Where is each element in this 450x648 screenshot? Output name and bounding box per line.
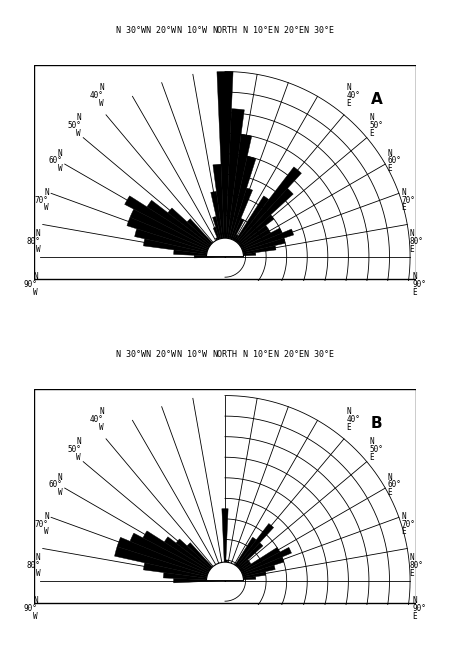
Wedge shape [225, 229, 270, 257]
Wedge shape [207, 562, 243, 581]
Text: N 10°E: N 10°E [243, 26, 273, 34]
Text: N 20°W: N 20°W [146, 350, 176, 358]
Text: N 10°W: N 10°W [177, 26, 207, 34]
Text: N 10°E: N 10°E [243, 350, 273, 358]
Text: N 30°W: N 30°W [116, 350, 146, 358]
Wedge shape [213, 164, 225, 257]
Wedge shape [225, 557, 284, 581]
Wedge shape [144, 239, 225, 257]
Wedge shape [135, 229, 225, 257]
Text: N 30°E: N 30°E [304, 350, 334, 358]
Text: N
50°
E: N 50° E [369, 113, 383, 138]
Text: N
70°
E: N 70° E [401, 187, 415, 213]
Wedge shape [130, 209, 225, 257]
Text: N
60°
E: N 60° E [387, 148, 401, 174]
Wedge shape [164, 537, 225, 581]
Wedge shape [207, 238, 243, 257]
Wedge shape [174, 250, 225, 257]
Text: N
50°
E: N 50° E [369, 437, 383, 462]
Wedge shape [222, 509, 228, 581]
Wedge shape [115, 547, 225, 581]
Text: N
90°
E: N 90° E [412, 596, 426, 621]
Wedge shape [143, 531, 225, 581]
Text: N
80°
E: N 80° E [410, 553, 423, 578]
Wedge shape [213, 216, 225, 257]
Wedge shape [187, 219, 225, 257]
Text: N
60°
W: N 60° W [49, 148, 63, 174]
Wedge shape [117, 537, 225, 581]
Wedge shape [225, 156, 256, 257]
Wedge shape [225, 215, 274, 257]
Text: A: A [371, 92, 382, 107]
Wedge shape [187, 543, 225, 581]
Text: N 30°W: N 30°W [116, 26, 146, 34]
Text: N
40°
E: N 40° E [346, 83, 360, 108]
Text: N
80°
W: N 80° W [27, 553, 40, 578]
Text: N
70°
E: N 70° E [401, 511, 415, 537]
Text: NORTH: NORTH [212, 350, 238, 358]
Wedge shape [225, 229, 294, 257]
Wedge shape [213, 227, 225, 257]
Text: N
80°
E: N 80° E [410, 229, 423, 254]
Wedge shape [225, 189, 293, 257]
Text: N
70°
W: N 70° W [35, 511, 49, 537]
Wedge shape [130, 533, 225, 581]
Wedge shape [168, 208, 225, 257]
Text: B: B [371, 416, 382, 431]
Wedge shape [225, 218, 244, 257]
Wedge shape [225, 238, 285, 257]
Wedge shape [225, 235, 238, 257]
Wedge shape [144, 563, 225, 581]
Wedge shape [163, 573, 225, 581]
Wedge shape [147, 200, 225, 257]
Text: N
60°
E: N 60° E [387, 472, 401, 498]
Text: N 20°W: N 20°W [146, 26, 176, 34]
Text: N
40°
E: N 40° E [346, 407, 360, 432]
Wedge shape [225, 565, 275, 581]
Wedge shape [225, 560, 249, 581]
Wedge shape [225, 246, 276, 257]
Wedge shape [225, 167, 302, 257]
Text: NORTH: NORTH [212, 26, 238, 34]
Wedge shape [194, 255, 225, 258]
Wedge shape [225, 188, 252, 257]
Text: N
50°
W: N 50° W [67, 113, 81, 138]
Wedge shape [176, 539, 225, 581]
Wedge shape [225, 548, 292, 581]
Text: N
40°
W: N 40° W [90, 83, 104, 108]
Wedge shape [225, 226, 268, 257]
Text: N 10°W: N 10°W [177, 350, 207, 358]
Text: N
90°
W: N 90° W [24, 272, 38, 297]
Text: N 20°E: N 20°E [274, 26, 304, 34]
Wedge shape [225, 560, 228, 581]
Wedge shape [225, 253, 256, 257]
Wedge shape [211, 191, 225, 257]
Text: N
90°
E: N 90° E [412, 272, 426, 297]
Text: N
40°
W: N 40° W [90, 407, 104, 432]
Wedge shape [225, 543, 263, 581]
Wedge shape [225, 196, 269, 257]
Wedge shape [225, 228, 282, 257]
Wedge shape [217, 71, 233, 257]
Text: N
50°
W: N 50° W [67, 437, 81, 462]
Wedge shape [127, 217, 225, 257]
Wedge shape [225, 572, 266, 581]
Wedge shape [225, 524, 274, 581]
Wedge shape [225, 562, 251, 581]
Text: N 30°E: N 30°E [304, 26, 334, 34]
Wedge shape [225, 109, 244, 257]
Wedge shape [125, 196, 225, 257]
Text: N
70°
W: N 70° W [35, 187, 49, 213]
Text: N
90°
W: N 90° W [24, 596, 38, 621]
Text: N
80°
W: N 80° W [27, 229, 40, 254]
Wedge shape [216, 238, 225, 257]
Wedge shape [225, 537, 256, 581]
Wedge shape [225, 134, 252, 257]
Text: N 20°E: N 20°E [274, 350, 304, 358]
Wedge shape [225, 548, 280, 581]
Wedge shape [225, 577, 256, 581]
Wedge shape [174, 579, 225, 583]
Text: N
60°
W: N 60° W [49, 472, 63, 498]
